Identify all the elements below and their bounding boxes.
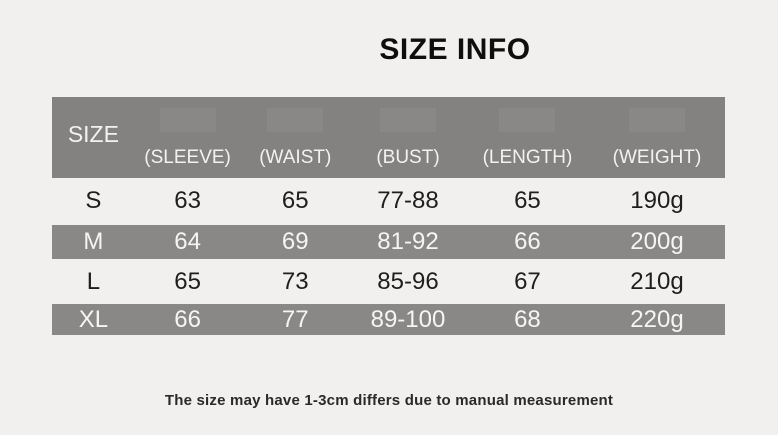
sleeve-value: 63 — [174, 187, 201, 214]
size-cell: S — [85, 187, 102, 214]
length-value: 65 — [514, 187, 541, 214]
header-ghost-block — [159, 108, 216, 132]
bust-value: 77-88 — [377, 187, 439, 214]
header-cell-weight: (WEIGHT) — [589, 97, 725, 178]
sleeve-value: 64 — [174, 228, 201, 255]
table-header-row: SIZE (SLEEVE) (WAIST) (BUST) (LENGTH) (W… — [52, 97, 725, 178]
header-ghost-block — [267, 108, 324, 132]
waist-value: 73 — [281, 267, 309, 295]
page-title: SIZE INFO — [379, 33, 531, 66]
table-row-m: M 64 69 81-92 66 200g — [52, 225, 725, 259]
header-cell-sleeve: (SLEEVE) — [135, 97, 241, 178]
header-cell-length: (LENGTH) — [466, 97, 589, 178]
length-value: 67 — [514, 267, 541, 295]
header-label: (SLEEVE) — [144, 147, 231, 168]
table-row-l: L 65 73 85-96 67 210g — [52, 259, 725, 304]
table-row-s: S 63 65 77-88 65 190g — [52, 178, 725, 224]
bust-value: 81-92 — [377, 228, 439, 255]
header-ghost-block — [379, 108, 436, 132]
bust-value: 85-96 — [377, 267, 439, 295]
waist-value: 77 — [281, 305, 309, 333]
weight-value: 200g — [630, 228, 684, 255]
header-cell-size: SIZE — [67, 121, 119, 147]
header-label: (WEIGHT) — [612, 147, 702, 168]
header-cell-waist: (WAIST) — [240, 97, 350, 178]
header-label: (WAIST) — [259, 147, 332, 168]
measurement-note: The size may have 1-3cm differs due to m… — [164, 392, 614, 409]
header-cell-bust: (BUST) — [350, 97, 466, 178]
bust-value: 89-100 — [370, 305, 446, 333]
weight-value: 210g — [630, 267, 684, 295]
size-cell: L — [86, 267, 101, 295]
size-cell: M — [83, 228, 104, 255]
length-value: 68 — [514, 305, 541, 333]
header-label: (LENGTH) — [482, 147, 573, 168]
size-cell: XL — [78, 305, 109, 333]
waist-value: 65 — [281, 187, 309, 214]
weight-value: 190g — [630, 187, 684, 214]
waist-value: 69 — [281, 228, 309, 255]
header-ghost-block — [628, 108, 685, 132]
header-ghost-block — [499, 108, 556, 132]
table-row-xl: XL 66 77 89-100 68 220g — [52, 304, 725, 335]
sleeve-value: 65 — [174, 267, 201, 295]
weight-value: 220g — [630, 305, 684, 333]
length-value: 66 — [514, 228, 541, 255]
size-table: SIZE (SLEEVE) (WAIST) (BUST) (LENGTH) (W… — [52, 97, 725, 335]
header-label: (BUST) — [376, 147, 440, 168]
sleeve-value: 66 — [174, 305, 201, 333]
